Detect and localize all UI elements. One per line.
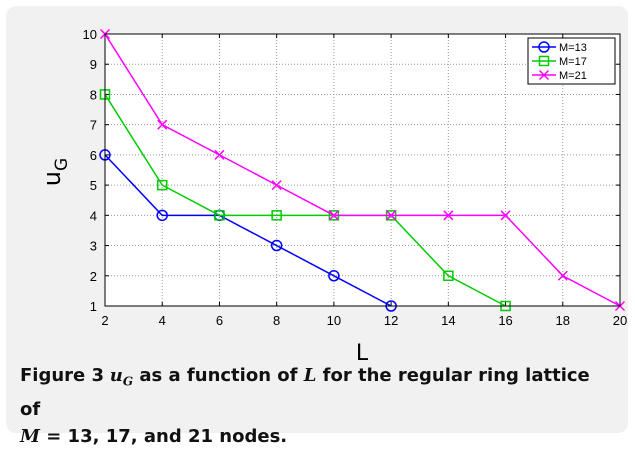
x-tick-label: 20 bbox=[613, 313, 627, 328]
caption-text-4: nodes. bbox=[213, 426, 287, 447]
caption-text-1: as a function of bbox=[133, 365, 304, 386]
y-tick-label: 4 bbox=[90, 208, 97, 223]
x-tick-label: 14 bbox=[441, 313, 455, 328]
caption-var-l: L bbox=[304, 365, 317, 386]
legend-label: M=13 bbox=[559, 42, 587, 54]
svg-text:uG: uG bbox=[38, 158, 72, 186]
caption-text-3: = 13, 17, and 21 bbox=[40, 426, 213, 447]
y-tick-label: 10 bbox=[83, 27, 97, 42]
y-axis-label: uG bbox=[38, 158, 72, 186]
caption-var-m: M bbox=[20, 426, 40, 447]
x-tick-label: 2 bbox=[101, 313, 108, 328]
legend: M=13 M=17 M=21 bbox=[528, 38, 615, 84]
x-tick-label: 18 bbox=[556, 313, 570, 328]
x-tick-label: 16 bbox=[498, 313, 512, 328]
caption-var-u: u bbox=[110, 365, 123, 386]
y-tick-label: 9 bbox=[90, 57, 97, 72]
x-tick-label: 10 bbox=[327, 313, 341, 328]
caption-var-sub: G bbox=[123, 375, 133, 389]
y-axis-label-main: u bbox=[38, 171, 66, 186]
x-tick-label: 8 bbox=[273, 313, 280, 328]
legend-label: M=21 bbox=[559, 70, 587, 82]
x-tick-label: 6 bbox=[216, 313, 223, 328]
legend-label: M=17 bbox=[559, 56, 587, 68]
caption-var: uG bbox=[110, 365, 133, 386]
y-tick-label: 1 bbox=[90, 299, 97, 314]
y-tick-label: 6 bbox=[90, 148, 97, 163]
x-tick-label: 4 bbox=[159, 313, 166, 328]
y-tick-label: 3 bbox=[90, 239, 97, 254]
y-tick-label: 2 bbox=[90, 269, 97, 284]
y-tick-label: 8 bbox=[90, 87, 97, 102]
figure-caption: Figure 3 uG as a function of L for the r… bbox=[20, 362, 610, 450]
figure-label: Figure 3 bbox=[20, 365, 104, 386]
x-tick-label: 12 bbox=[384, 313, 398, 328]
y-axis-label-sub: G bbox=[52, 158, 72, 171]
y-tick-label: 5 bbox=[90, 178, 97, 193]
y-tick-label: 7 bbox=[90, 118, 97, 133]
